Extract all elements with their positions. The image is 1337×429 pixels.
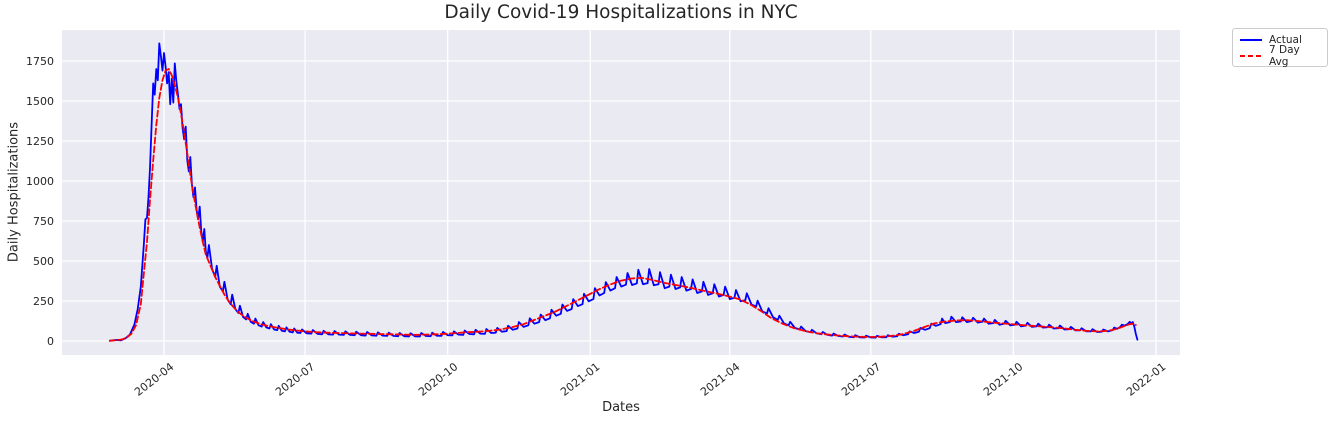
x-tick-label: 2021-04 xyxy=(697,360,743,399)
avg-line-swatch-icon xyxy=(1240,54,1262,57)
legend: Actual 7 Day Avg xyxy=(1232,28,1328,68)
x-tick-label: 2020-10 xyxy=(415,360,461,399)
plot-canvas xyxy=(62,30,1180,355)
y-tick-label: 0 xyxy=(47,334,54,348)
legend-item-actual: Actual xyxy=(1240,33,1320,46)
y-tick-label: 750 xyxy=(33,214,54,228)
x-tick-label: 2021-10 xyxy=(981,360,1026,399)
y-tick-label: 1750 xyxy=(26,54,54,68)
actual-line-swatch-icon xyxy=(1240,38,1262,41)
avg-line xyxy=(108,68,1137,342)
x-tick-label: 2021-07 xyxy=(838,360,884,399)
actual-line xyxy=(108,42,1139,342)
x-tick-label: 2020-04 xyxy=(132,360,177,399)
y-tick-label: 250 xyxy=(33,294,54,308)
legend-label-7day-avg: 7 Day Avg xyxy=(1269,43,1300,68)
x-axis-label: Dates xyxy=(602,400,640,415)
y-tick-label: 1000 xyxy=(26,174,54,188)
chart-title: Daily Covid-19 Hospitalizations in NYC xyxy=(444,2,798,23)
x-tick-label: 2021-01 xyxy=(558,360,603,399)
legend-label-actual: Actual xyxy=(1269,33,1302,46)
y-tick-label: 1500 xyxy=(26,94,54,108)
legend-item-7day-avg: 7 Day Avg xyxy=(1240,44,1320,68)
x-tick-label: 2020-07 xyxy=(273,360,318,399)
plot-area xyxy=(62,30,1180,355)
x-tick-label: 2022-01 xyxy=(1124,360,1169,399)
y-tick-label: 1250 xyxy=(26,134,54,148)
y-tick-label: 500 xyxy=(33,254,54,268)
